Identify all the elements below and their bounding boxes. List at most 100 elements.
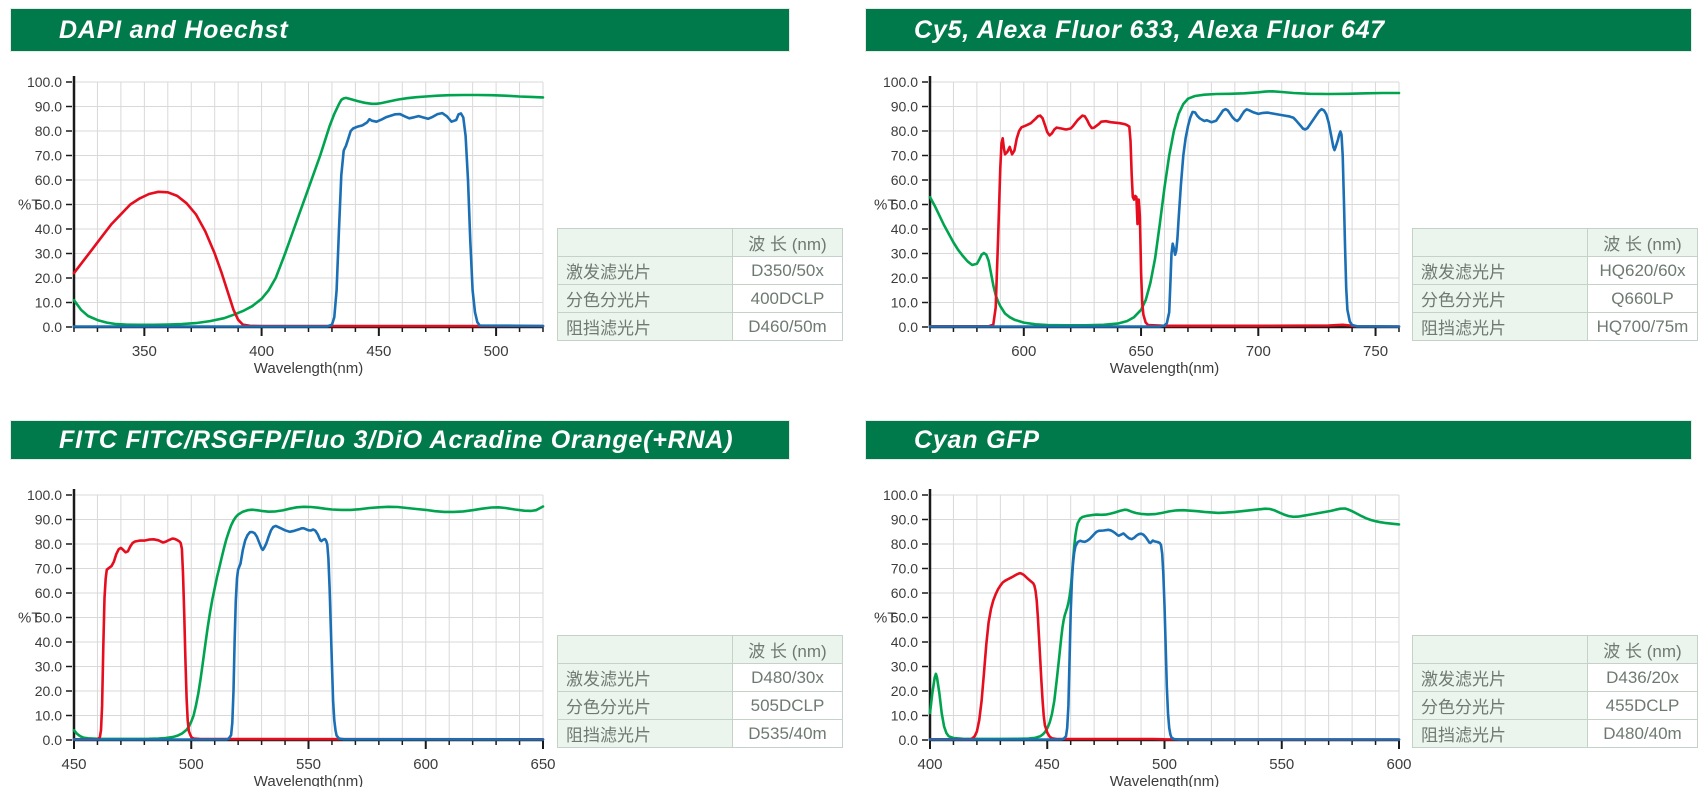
table-corner-cell bbox=[1412, 228, 1588, 257]
panel-title-dapi: DAPI and Hoechst bbox=[59, 15, 289, 44]
panel-header-cyan-gfp: Cyan GFP bbox=[865, 420, 1692, 460]
svg-text:500: 500 bbox=[179, 756, 204, 773]
svg-text:100.0: 100.0 bbox=[27, 487, 62, 503]
svg-text:60.0: 60.0 bbox=[35, 172, 62, 188]
emission-filter-value: D480/40m bbox=[1587, 719, 1698, 748]
svg-text:10.0: 10.0 bbox=[35, 708, 62, 724]
table-corner-cell bbox=[557, 635, 733, 664]
svg-text:50.0: 50.0 bbox=[35, 610, 62, 626]
dichroic-filter-value: 505DCLP bbox=[732, 691, 843, 720]
svg-text:70.0: 70.0 bbox=[35, 561, 62, 577]
svg-text:70.0: 70.0 bbox=[891, 561, 918, 577]
svg-text:50.0: 50.0 bbox=[891, 610, 918, 626]
wavelength-header-cell: 波 长 (nm) bbox=[732, 228, 843, 257]
svg-text:20.0: 20.0 bbox=[35, 270, 62, 286]
svg-text:90.0: 90.0 bbox=[35, 512, 62, 528]
emission-filter-value: D460/50m bbox=[732, 312, 843, 341]
svg-text:450: 450 bbox=[366, 343, 391, 360]
svg-text:600: 600 bbox=[1386, 756, 1411, 773]
svg-text:450: 450 bbox=[61, 756, 86, 773]
svg-text:90.0: 90.0 bbox=[891, 99, 918, 115]
svg-text:20.0: 20.0 bbox=[35, 683, 62, 699]
dichroic-filter-value: 455DCLP bbox=[1587, 691, 1698, 720]
svg-text:Wavelength(nm): Wavelength(nm) bbox=[1110, 773, 1219, 787]
emission-filter-label: 阻挡滤光片 bbox=[557, 312, 733, 341]
fitc-spectra-chart: 0.0 10.0 20.0 30.0 40.0 50.0 60.0 70.0 80.0 90.0 1… bbox=[18, 487, 556, 787]
svg-text:70.0: 70.0 bbox=[891, 148, 918, 164]
svg-text:40.0: 40.0 bbox=[35, 634, 62, 650]
svg-text:80.0: 80.0 bbox=[35, 536, 62, 552]
svg-text:550: 550 bbox=[1269, 756, 1294, 773]
svg-text:%T: %T bbox=[874, 610, 897, 627]
svg-text:450: 450 bbox=[1035, 756, 1060, 773]
svg-text:100.0: 100.0 bbox=[27, 74, 62, 90]
panel-title-fitc: FITC FITC/RSGFP/Fluo 3/DiO Acradine Oran… bbox=[59, 425, 734, 454]
excitation-filter-value: D350/50x bbox=[732, 256, 843, 285]
svg-text:Wavelength(nm): Wavelength(nm) bbox=[254, 773, 363, 787]
panel-header-dapi: DAPI and Hoechst bbox=[10, 8, 790, 52]
svg-text:90.0: 90.0 bbox=[35, 99, 62, 115]
svg-text:0.0: 0.0 bbox=[43, 732, 63, 748]
excitation-filter-label: 激发滤光片 bbox=[557, 256, 733, 285]
svg-text:50.0: 50.0 bbox=[35, 197, 62, 213]
svg-text:30.0: 30.0 bbox=[35, 659, 62, 675]
svg-text:40.0: 40.0 bbox=[891, 634, 918, 650]
svg-text:100.0: 100.0 bbox=[883, 74, 918, 90]
cy5-spectra-chart: 0.0 10.0 20.0 30.0 40.0 50.0 60.0 70.0 80.0 90.0 1… bbox=[874, 74, 1401, 377]
svg-text:30.0: 30.0 bbox=[891, 246, 918, 262]
svg-text:400: 400 bbox=[917, 756, 942, 773]
svg-text:80.0: 80.0 bbox=[891, 123, 918, 139]
svg-text:10.0: 10.0 bbox=[35, 295, 62, 311]
svg-text:80.0: 80.0 bbox=[891, 536, 918, 552]
dichroic-filter-label: 分色分光片 bbox=[557, 691, 733, 720]
emission-filter-value: D535/40m bbox=[732, 719, 843, 748]
cyan-gfp-filter-table: 波 长 (nm) 激发滤光片 D436/20x 分色分光片 455DCLP 阻挡… bbox=[1412, 635, 1698, 748]
svg-text:20.0: 20.0 bbox=[891, 683, 918, 699]
wavelength-header-cell: 波 长 (nm) bbox=[1587, 635, 1698, 664]
dapi-filter-table: 波 长 (nm) 激发滤光片 D350/50x 分色分光片 400DCLP 阻挡… bbox=[557, 228, 843, 341]
emission-filter-label: 阻挡滤光片 bbox=[1412, 312, 1588, 341]
table-corner-cell bbox=[557, 228, 733, 257]
svg-text:80.0: 80.0 bbox=[35, 123, 62, 139]
svg-text:500: 500 bbox=[1152, 756, 1177, 773]
dichroic-filter-value: Q660LP bbox=[1587, 284, 1698, 313]
svg-text:600: 600 bbox=[1011, 343, 1036, 360]
svg-text:100.0: 100.0 bbox=[883, 487, 918, 503]
svg-text:500: 500 bbox=[484, 343, 509, 360]
svg-text:650: 650 bbox=[1129, 343, 1154, 360]
svg-text:30.0: 30.0 bbox=[891, 659, 918, 675]
svg-text:350: 350 bbox=[132, 343, 157, 360]
wavelength-header-cell: 波 长 (nm) bbox=[1587, 228, 1698, 257]
svg-text:0.0: 0.0 bbox=[43, 319, 63, 335]
svg-text:30.0: 30.0 bbox=[35, 246, 62, 262]
svg-text:50.0: 50.0 bbox=[891, 197, 918, 213]
fitc-filter-table: 波 长 (nm) 激发滤光片 D480/30x 分色分光片 505DCLP 阻挡… bbox=[557, 635, 843, 748]
excitation-filter-label: 激发滤光片 bbox=[1412, 663, 1588, 692]
excitation-filter-label: 激发滤光片 bbox=[557, 663, 733, 692]
svg-text:700: 700 bbox=[1246, 343, 1271, 360]
table-corner-cell bbox=[1412, 635, 1588, 664]
svg-text:70.0: 70.0 bbox=[35, 148, 62, 164]
emission-filter-label: 阻挡滤光片 bbox=[557, 719, 733, 748]
svg-text:650: 650 bbox=[530, 756, 555, 773]
wavelength-header-cell: 波 长 (nm) bbox=[732, 635, 843, 664]
svg-text:40.0: 40.0 bbox=[35, 221, 62, 237]
excitation-filter-value: HQ620/60x bbox=[1587, 256, 1698, 285]
svg-text:10.0: 10.0 bbox=[891, 295, 918, 311]
panel-title-cy5: Cy5, Alexa Fluor 633, Alexa Fluor 647 bbox=[914, 15, 1385, 44]
svg-text:20.0: 20.0 bbox=[891, 270, 918, 286]
excitation-filter-value: D480/30x bbox=[732, 663, 843, 692]
panel-title-cyan-gfp: Cyan GFP bbox=[914, 425, 1040, 454]
svg-text:90.0: 90.0 bbox=[891, 512, 918, 528]
emission-filter-value: HQ700/75m bbox=[1587, 312, 1698, 341]
svg-text:0.0: 0.0 bbox=[899, 319, 919, 335]
svg-text:600: 600 bbox=[413, 756, 438, 773]
excitation-filter-label: 激发滤光片 bbox=[1412, 256, 1588, 285]
svg-text:60.0: 60.0 bbox=[891, 585, 918, 601]
cyan-gfp-spectra-chart: 0.0 10.0 20.0 30.0 40.0 50.0 60.0 70.0 80.0 90.0 1… bbox=[874, 487, 1412, 787]
svg-text:0.0: 0.0 bbox=[899, 732, 919, 748]
svg-text:10.0: 10.0 bbox=[891, 708, 918, 724]
dichroic-filter-value: 400DCLP bbox=[732, 284, 843, 313]
dichroic-filter-label: 分色分光片 bbox=[1412, 691, 1588, 720]
svg-text:400: 400 bbox=[249, 343, 274, 360]
